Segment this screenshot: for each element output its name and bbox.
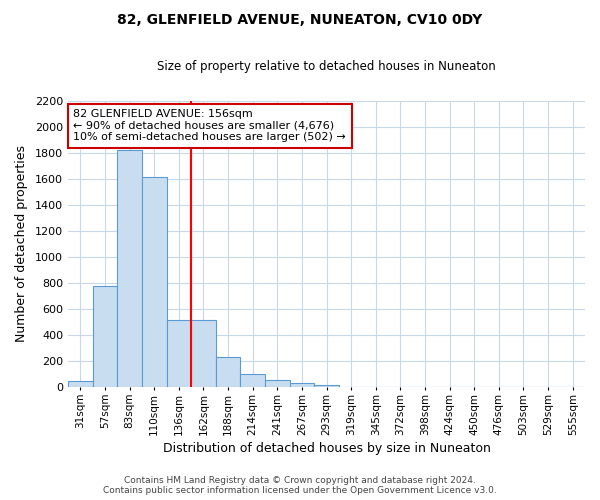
Text: Contains HM Land Registry data © Crown copyright and database right 2024.
Contai: Contains HM Land Registry data © Crown c… — [103, 476, 497, 495]
Bar — [92, 286, 117, 388]
Bar — [265, 380, 290, 388]
Bar — [290, 384, 314, 388]
Bar — [314, 386, 339, 388]
Bar — [68, 381, 92, 388]
Bar — [216, 358, 241, 388]
Title: Size of property relative to detached houses in Nuneaton: Size of property relative to detached ho… — [157, 60, 496, 73]
Text: 82, GLENFIELD AVENUE, NUNEATON, CV10 0DY: 82, GLENFIELD AVENUE, NUNEATON, CV10 0DY — [118, 12, 482, 26]
Text: 82 GLENFIELD AVENUE: 156sqm
← 90% of detached houses are smaller (4,676)
10% of : 82 GLENFIELD AVENUE: 156sqm ← 90% of det… — [73, 109, 346, 142]
X-axis label: Distribution of detached houses by size in Nuneaton: Distribution of detached houses by size … — [163, 442, 490, 455]
Bar — [167, 320, 191, 388]
Bar — [117, 150, 142, 388]
Bar — [191, 320, 216, 388]
Bar — [241, 374, 265, 388]
Bar — [142, 178, 167, 388]
Y-axis label: Number of detached properties: Number of detached properties — [15, 146, 28, 342]
